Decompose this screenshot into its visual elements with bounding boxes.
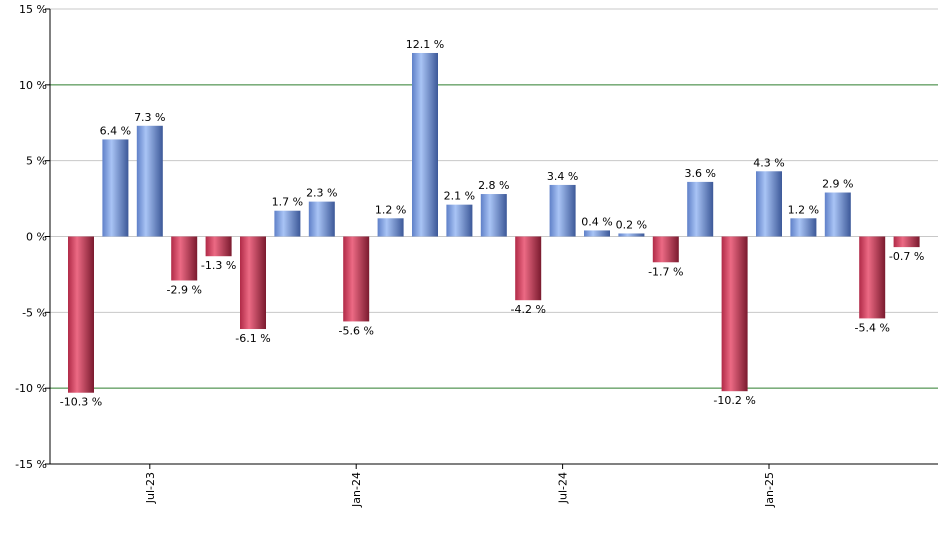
y-tick-label: 0 % [26, 231, 47, 244]
negative-bar [652, 236, 679, 263]
positive-bar [136, 125, 163, 237]
negative-bar [171, 236, 198, 281]
bar-value-label: -5.6 % [338, 324, 373, 337]
positive-bar [790, 218, 817, 237]
negative-bar [343, 236, 370, 322]
bar-value-label: 4.3 % [753, 156, 784, 169]
bar-value-label: 3.4 % [547, 170, 578, 183]
positive-bar [687, 181, 714, 237]
x-tick-label: Jul-23 [144, 472, 157, 504]
bar-value-label: -10.3 % [60, 396, 102, 409]
axes: 15 % 10 % 5 % 0 % -5 % -10 % -15 % Jul-23 Jan-24… [15, 3, 938, 508]
bar-value-label: -5.4 % [854, 321, 889, 334]
bar-value-label: 2.3 % [306, 187, 337, 200]
y-tick-label: -15 % [15, 458, 47, 471]
bar-value-label: 2.8 % [478, 179, 509, 192]
x-tick-label: Jan-25 [763, 472, 776, 508]
bar-value-label: 2.1 % [444, 190, 475, 203]
x-tick-label: Jan-24 [350, 472, 363, 508]
negative-bar [68, 236, 94, 393]
positive-bar [377, 218, 404, 237]
bar-value-label: -4.2 % [510, 303, 545, 316]
bar-value-label: 2.9 % [822, 178, 853, 191]
bar-value-label: 3.6 % [684, 167, 715, 180]
bar-value-label: -1.7 % [648, 265, 683, 278]
bars [68, 52, 920, 393]
bar-value-label: -2.9 % [166, 283, 201, 296]
positive-bar [549, 184, 576, 237]
y-tick-label: 5 % [26, 155, 47, 168]
x-tick-label: Jul-24 [557, 472, 570, 504]
positive-bar [102, 139, 129, 237]
data-labels: -10.3 % 6.4 %7.3 % -2.9 %-1.3 % -6.1 % 1.7 %… [60, 38, 925, 409]
bar-value-label: 1.2 % [375, 203, 406, 216]
positive-bar [756, 171, 782, 237]
positive-bar [824, 192, 851, 237]
positive-bar [584, 230, 610, 237]
bar-value-label: -1.3 % [201, 259, 236, 272]
bar-value-label: 12.1 % [406, 38, 444, 51]
negative-bar [515, 236, 542, 301]
bar-value-label: 1.2 % [788, 203, 819, 216]
negative-bar [893, 236, 920, 248]
positive-bar [308, 201, 335, 237]
positive-bar [446, 204, 473, 237]
bar-value-label: 1.7 % [272, 196, 303, 209]
y-tick-label: 15 % [19, 3, 47, 16]
bar-value-label: -6.1 % [235, 332, 270, 345]
bar-value-label: 6.4 % [100, 124, 131, 137]
negative-bar [721, 236, 748, 392]
positive-bar [618, 233, 645, 237]
bar-value-label: 0.4 % [581, 215, 612, 228]
positive-bar [480, 194, 507, 237]
y-tick-label: 10 % [19, 79, 47, 92]
negative-bar [859, 236, 886, 319]
negative-bar [205, 236, 232, 257]
bar-value-label: -10.2 % [713, 394, 755, 407]
negative-bar [240, 236, 266, 330]
bar-value-label: -0.7 % [889, 250, 924, 263]
y-tick-label: -10 % [15, 382, 47, 395]
positive-bar [412, 52, 438, 237]
positive-bar [274, 210, 301, 237]
bar-value-label: 7.3 % [134, 111, 165, 124]
y-tick-label: -5 % [22, 306, 47, 319]
bar-value-label: 0.2 % [616, 218, 647, 231]
